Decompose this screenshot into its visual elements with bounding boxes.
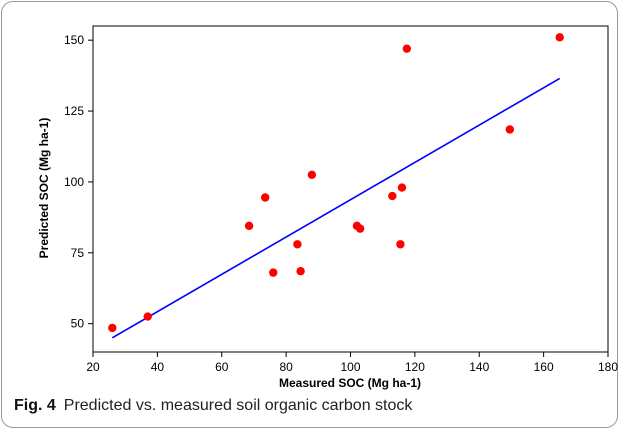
x-tick-label: 20: [86, 360, 100, 374]
x-tick-label: 180: [598, 360, 618, 374]
fit-line-layer: [111, 77, 561, 339]
x-tick-label: 80: [279, 360, 293, 374]
data-point: [244, 221, 254, 231]
x-tick-label: 120: [405, 360, 425, 374]
data-point: [108, 323, 117, 333]
data-point: [402, 44, 412, 53]
x-axis-title: Measured SOC (Mg ha-1): [279, 376, 421, 390]
data-point: [396, 240, 405, 249]
figure-caption-text: Predicted vs. measured soil organic carb…: [63, 397, 413, 414]
y-axis-title: Predicted SOC (Mg ha-1): [37, 118, 51, 259]
x-tick-label: 60: [215, 360, 229, 374]
x-tick-label: 140: [469, 360, 489, 374]
x-tick-label: 40: [151, 360, 165, 374]
data-point: [296, 267, 305, 276]
x-tick-label: 160: [534, 360, 554, 374]
y-tick-label: 100: [64, 175, 84, 189]
data-point: [397, 183, 407, 192]
y-tick-label: 50: [71, 317, 85, 331]
data-point: [388, 191, 397, 201]
figure-label: Fig. 4: [14, 397, 56, 414]
y-tick-label: 75: [71, 246, 85, 260]
data-point: [261, 193, 270, 202]
figure-caption: Fig. 4 Predicted vs. measured soil organi…: [14, 397, 412, 415]
data-points-layer: [108, 33, 564, 333]
data-point: [269, 268, 278, 277]
data-point: [293, 240, 302, 249]
data-point: [505, 125, 515, 134]
data-point: [307, 170, 317, 180]
y-tick-label: 150: [64, 33, 84, 47]
data-point: [143, 312, 152, 321]
x-axis: 20 40 60 80 100 120 140 160 180: [86, 352, 618, 374]
y-tick-label: 125: [64, 104, 84, 118]
data-point: [355, 224, 365, 233]
data-point: [555, 33, 564, 42]
y-axis: 50 75 100 125 150: [64, 33, 93, 331]
plot-area: [92, 25, 609, 353]
regression-line: [111, 77, 561, 339]
x-tick-label: 100: [340, 360, 360, 374]
